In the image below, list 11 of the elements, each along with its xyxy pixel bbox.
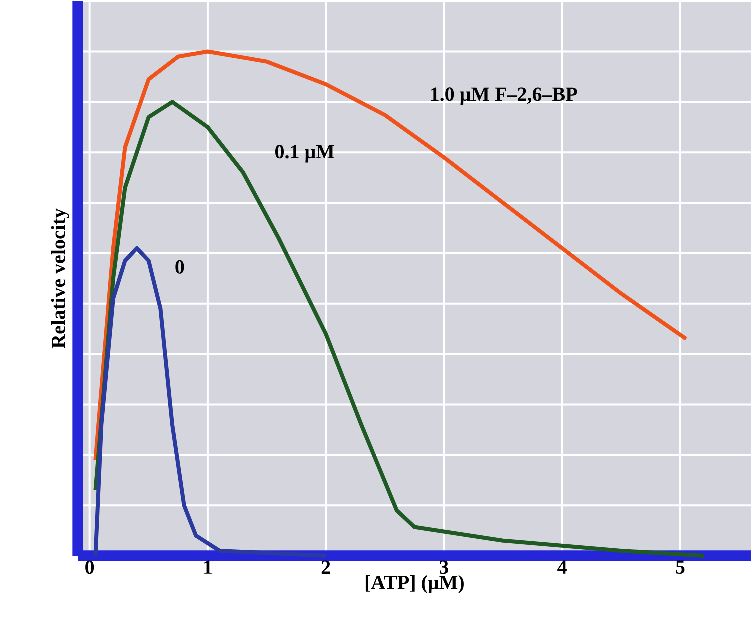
x-tick-label: 1: [204, 560, 212, 574]
series-label: 1.0 μM F–2,6–BP: [431, 88, 578, 106]
y-axis-title: Relative velocity: [51, 208, 70, 348]
x-tick-label: 0: [86, 560, 94, 574]
x-tick-label: 5: [676, 560, 685, 574]
x-axis-title: [ATP] (μM): [366, 575, 464, 594]
series-label: 0: [176, 260, 184, 274]
x-tick-label: 4: [558, 560, 567, 574]
x-tick-label: 2: [322, 560, 330, 574]
series-label: 0.1 μM: [276, 145, 334, 163]
x-tick-label: 3: [440, 560, 449, 574]
